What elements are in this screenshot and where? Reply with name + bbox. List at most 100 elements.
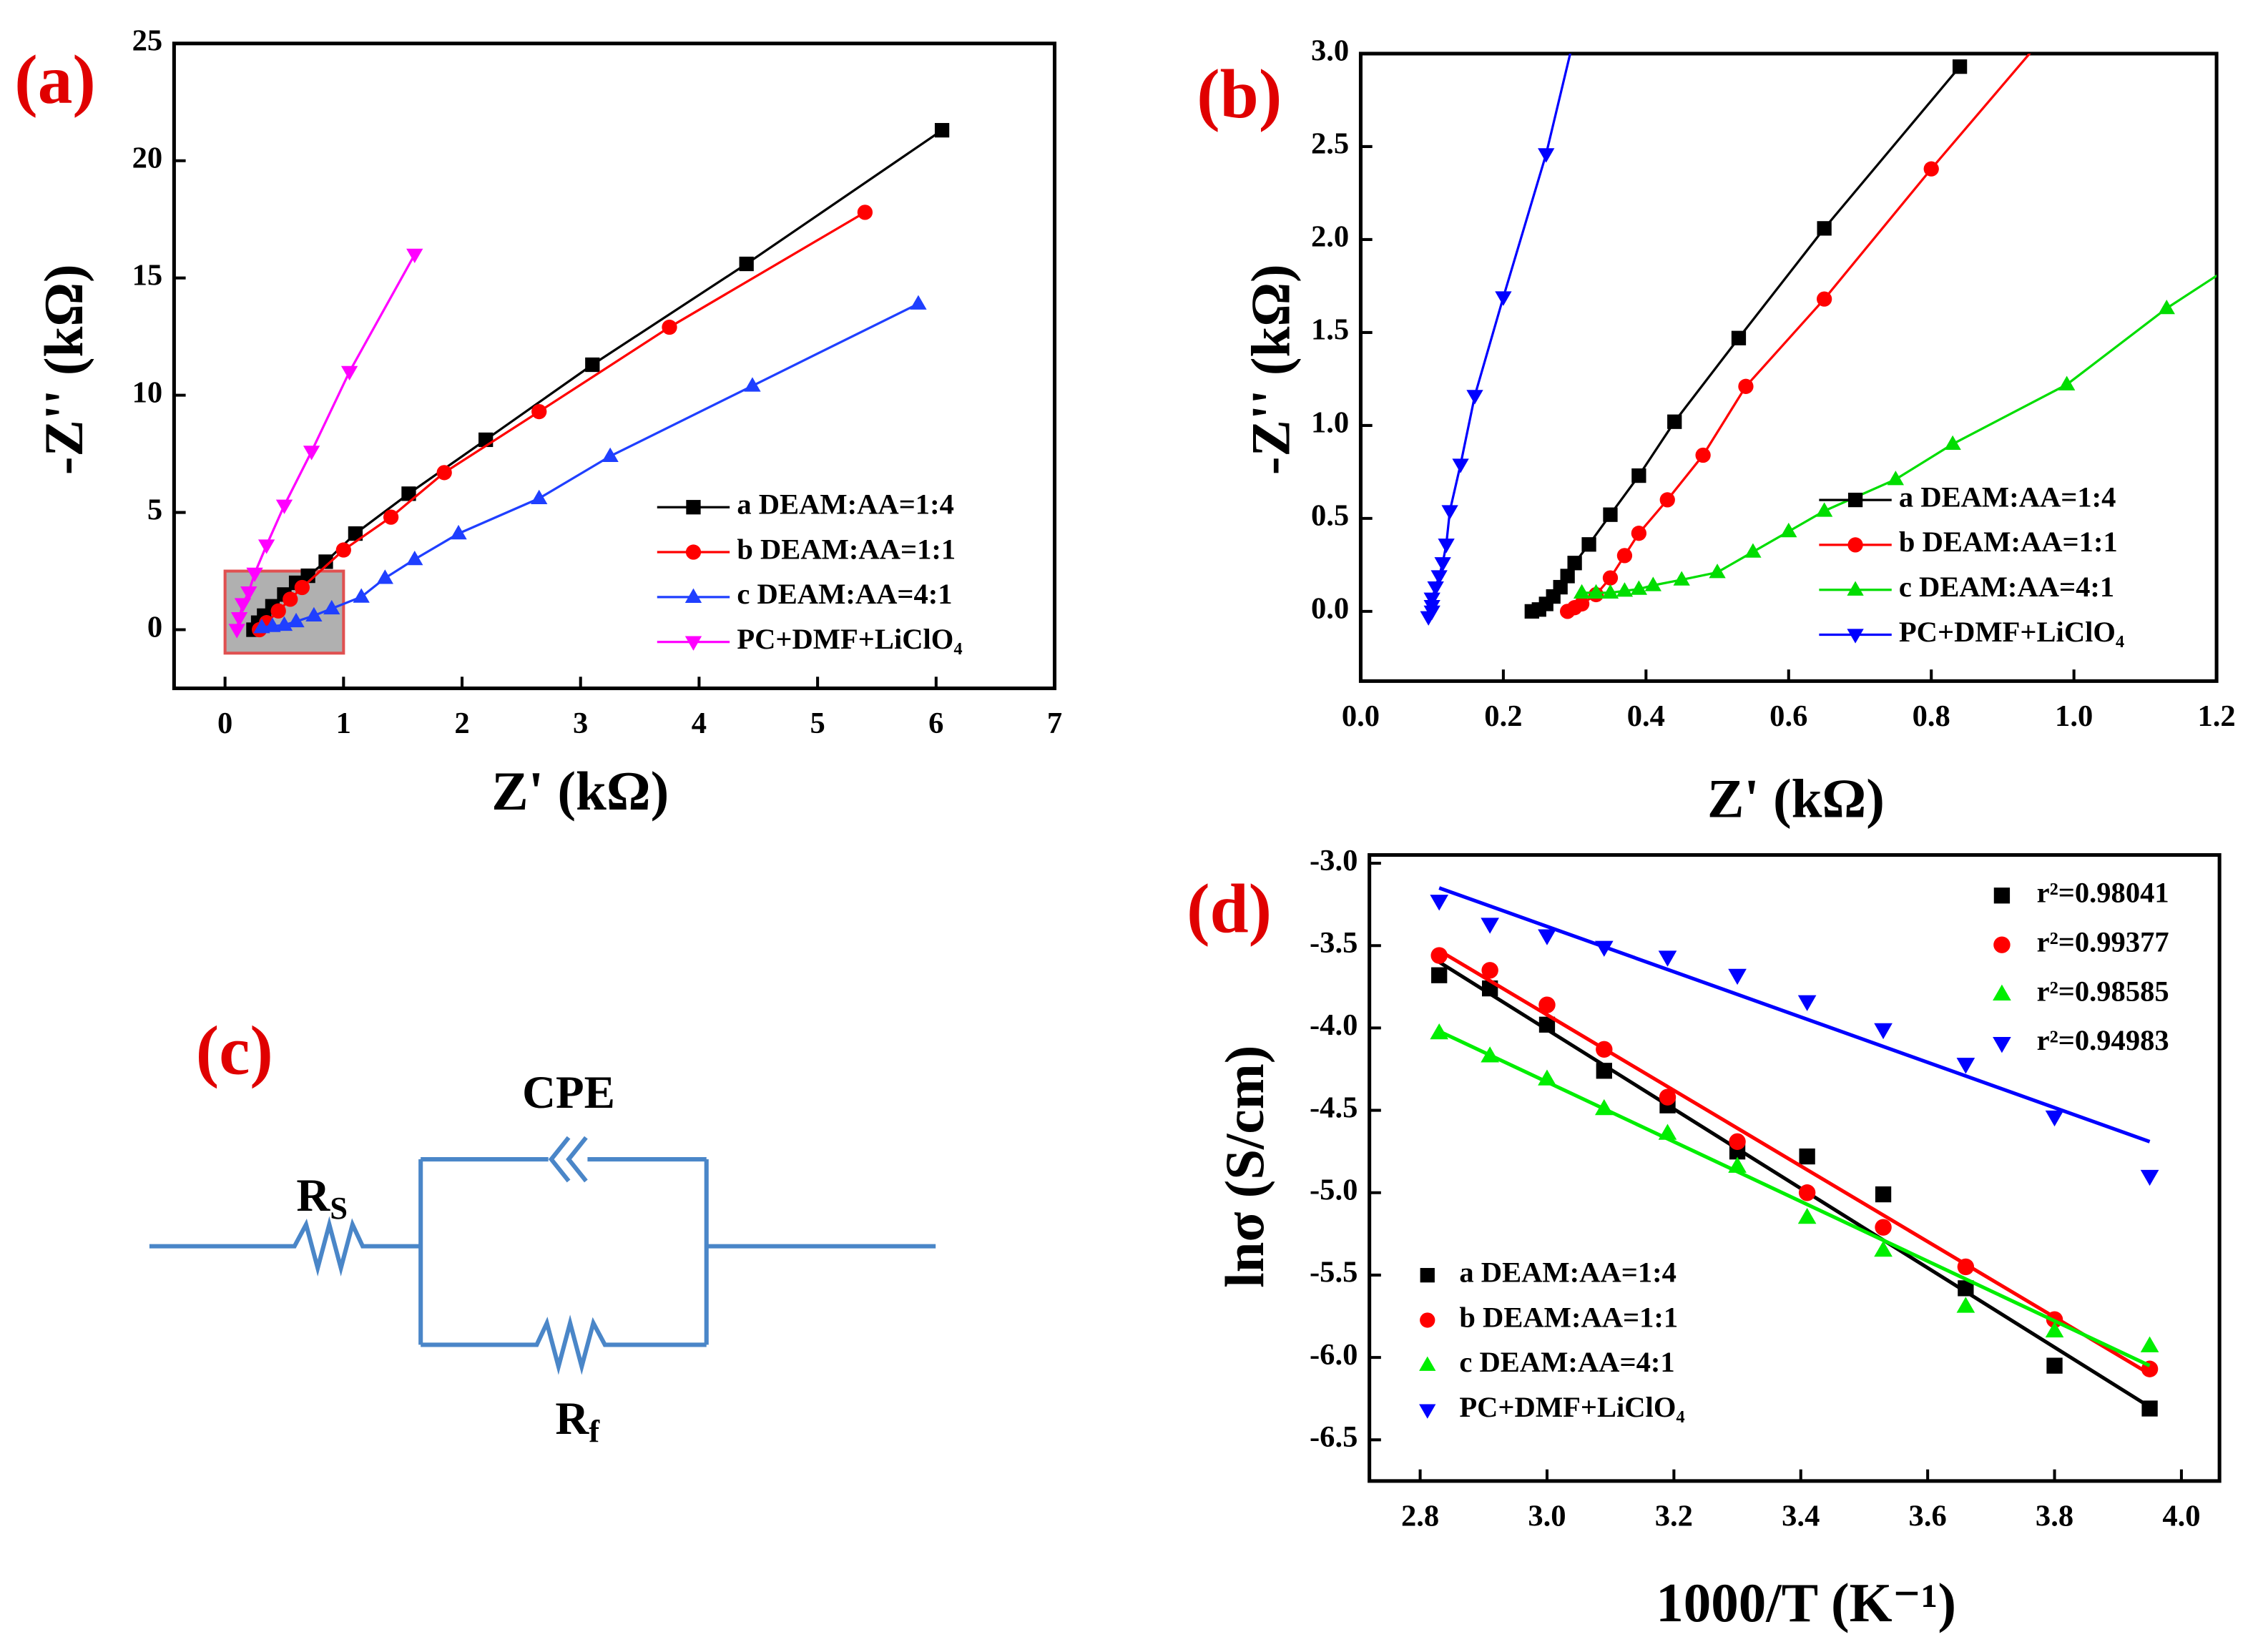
y-tick-label: -5.5: [1310, 1256, 1358, 1289]
marker: [1602, 570, 1619, 586]
marker: [1601, 584, 1619, 599]
chart-panel: 2.8 3.0 3.2 3.4 3.6 3.8 4.0 -3.0 -3.5 -4.0 -4.5 -5.…: [1187, 844, 2222, 1633]
marker: [2258, 235, 2263, 249]
marker: [1438, 539, 1455, 554]
marker: [234, 598, 252, 613]
y-tick-label: 2.0: [1311, 220, 1349, 254]
y-tick-label: 0.0: [1311, 592, 1349, 626]
panel-label: (b): [1197, 56, 1282, 133]
marker: [686, 500, 701, 515]
marker: [1495, 291, 1512, 306]
marker: [406, 551, 423, 566]
marker: [228, 624, 245, 639]
x-tick-label: 4: [692, 707, 707, 740]
marker: [1658, 950, 1677, 967]
marker: [934, 122, 950, 138]
x-tick-label: 7: [1047, 707, 1062, 740]
legend-label: b DEAM:AA=1:1: [737, 533, 956, 565]
marker: [1729, 1133, 1746, 1151]
x-tick-label: 3.4: [1782, 1499, 1820, 1533]
legend-label: a DEAM:AA=1:4: [737, 488, 954, 521]
wire: [418, 1159, 936, 1345]
legend-label: PC+DMF+LiClO₄: [1459, 1391, 1684, 1423]
y-tick-label: 5: [147, 493, 162, 526]
marker: [1709, 564, 1726, 579]
marker: [1630, 580, 1648, 595]
y-tick-label: 1.0: [1311, 406, 1349, 440]
marker: [531, 403, 547, 420]
marker: [1466, 390, 1483, 405]
marker: [348, 526, 363, 541]
marker: [1874, 1241, 1893, 1257]
fit-line: [1438, 948, 2151, 1376]
marker: [1423, 599, 1440, 615]
series-line: [258, 211, 866, 631]
x-tick-label: 1.2: [2197, 699, 2235, 733]
marker: [353, 588, 370, 603]
marker: [1797, 995, 1817, 1011]
plot-area: [1420, 29, 2263, 626]
marker: [1631, 526, 1647, 541]
fit-line: [1438, 1029, 2151, 1367]
marker: [1566, 29, 1583, 44]
annotation: r²=0.94983: [2037, 1024, 2169, 1056]
marker: [303, 446, 320, 461]
marker: [1952, 59, 1968, 74]
label-main: R: [555, 1393, 589, 1445]
y-tick-label: 0: [147, 610, 162, 644]
marker: [684, 588, 702, 603]
x-tick-label: 1.0: [2055, 699, 2093, 733]
y-tick-label: -3.5: [1310, 926, 1358, 960]
marker: [340, 365, 358, 380]
marker: [585, 357, 600, 373]
marker: [2158, 299, 2175, 315]
marker: [275, 499, 293, 514]
marker: [1815, 502, 1833, 517]
marker: [401, 486, 416, 501]
marker: [257, 539, 275, 554]
fit-line: [1438, 960, 2151, 1409]
legend-label: a DEAM:AA=1:4: [1899, 481, 2116, 513]
plot-frame: [1368, 852, 2222, 1483]
x-tick-label: 0.8: [1913, 699, 1950, 733]
marker: [1419, 1404, 1436, 1419]
y-tick-label: 0.5: [1311, 499, 1349, 533]
marker: [264, 617, 281, 632]
marker: [1420, 1312, 1435, 1328]
marker: [1430, 570, 1448, 585]
plot-area: [228, 122, 950, 639]
marker: [1993, 984, 2011, 1000]
marker: [1553, 579, 1568, 595]
marker: [1797, 1207, 1817, 1224]
legend-label: c DEAM:AA=4:1: [1459, 1346, 1674, 1378]
marker: [1573, 584, 1591, 599]
marker: [744, 377, 761, 392]
marker: [1560, 569, 1575, 584]
marker: [1731, 330, 1747, 345]
y-tick-label: 20: [132, 142, 163, 175]
marker: [1695, 447, 1711, 463]
y-tick-label: 1.5: [1311, 313, 1349, 347]
circuit-diagram: (c) CPE RS Rf: [149, 1013, 936, 1449]
marker: [1847, 492, 1863, 508]
marker: [246, 567, 263, 582]
y-axis-label: -Z'' (kΩ): [1240, 264, 1301, 475]
x-tick-label: 0.4: [1627, 699, 1665, 733]
marker: [240, 586, 257, 601]
label-sub: f: [589, 1413, 600, 1449]
chart-panel: 0 1 2 3 4 5 6 7 0 5 10 15 20 25 Z' (kΩ) -Z'' (kΩ) (a) a D…: [14, 24, 1062, 822]
x-tick-label: 4.0: [2162, 1499, 2200, 1533]
y-tick-label: -4.5: [1310, 1091, 1358, 1124]
legend-label: c DEAM:AA=4:1: [1899, 571, 2114, 603]
marker: [1847, 629, 1864, 644]
marker: [1427, 581, 1444, 596]
marker: [1452, 458, 1469, 473]
marker: [1780, 522, 1797, 538]
series-line: [1581, 274, 2217, 594]
y-tick-label: 15: [132, 258, 163, 292]
marker: [1667, 414, 1682, 429]
marker: [1538, 996, 1556, 1013]
legend-label: PC+DMF+LiClO₄: [1899, 616, 2124, 648]
marker: [406, 248, 423, 264]
